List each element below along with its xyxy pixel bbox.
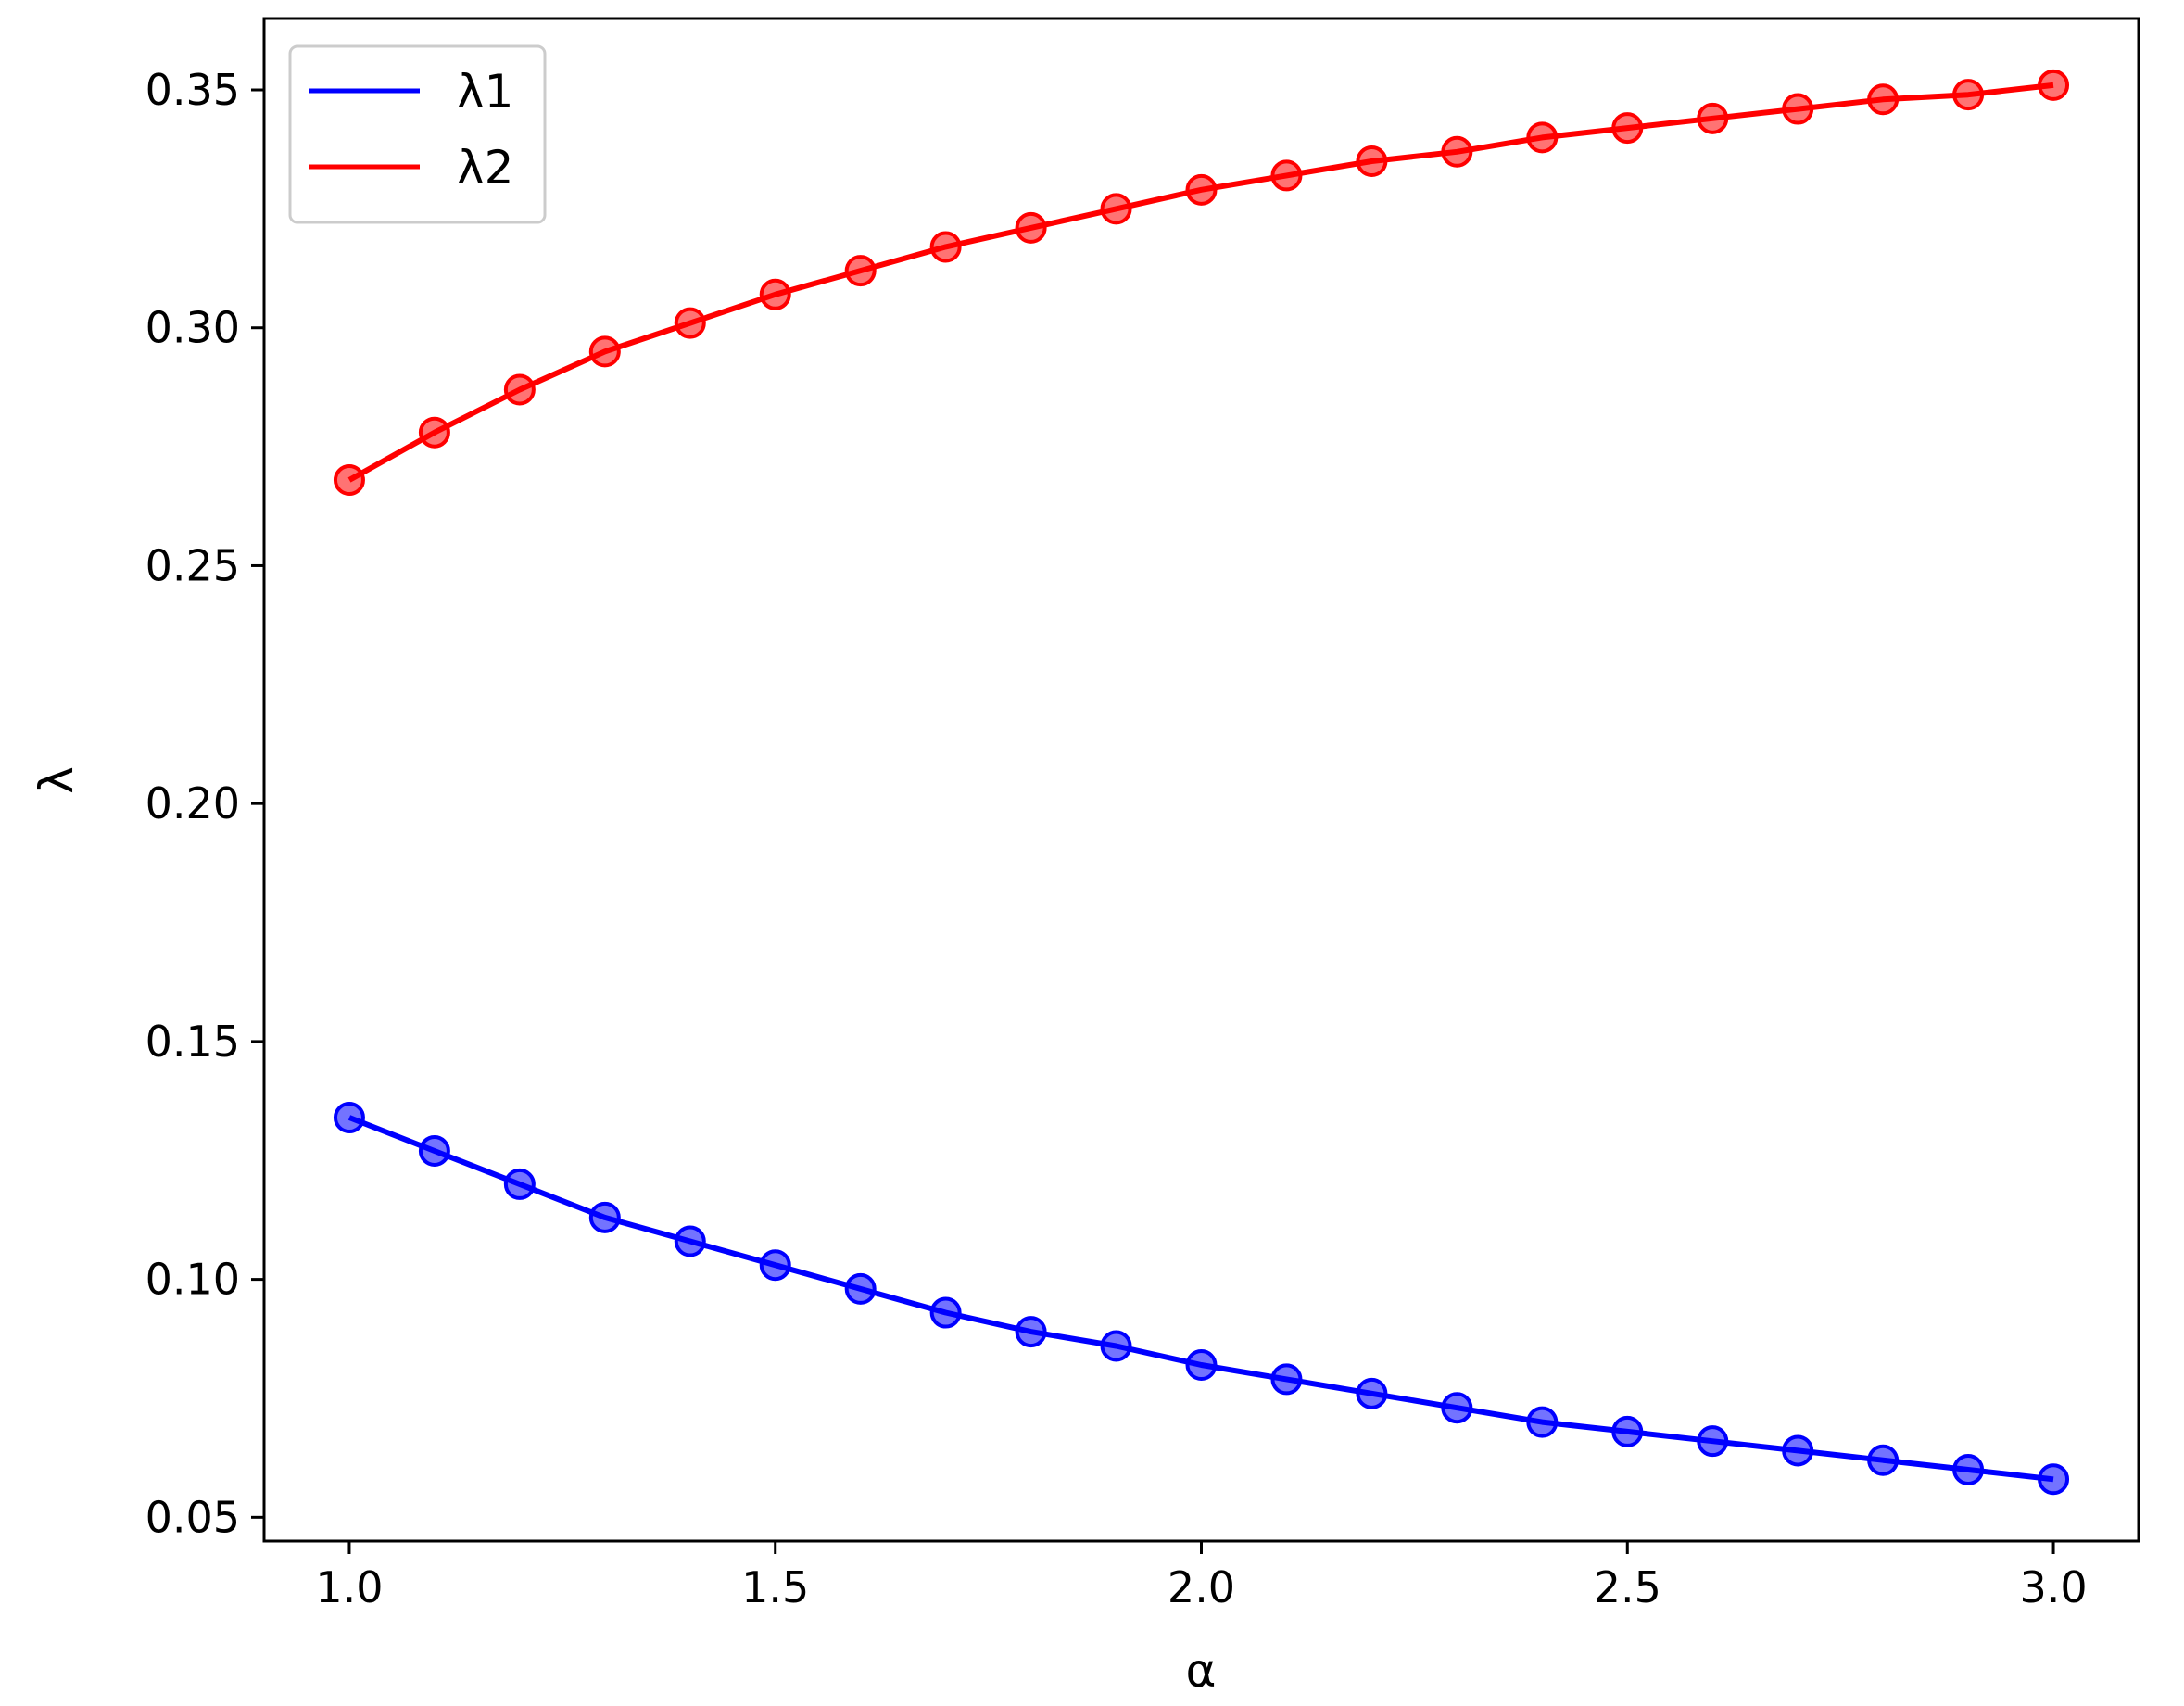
data-point bbox=[844, 255, 877, 287]
data-point bbox=[759, 278, 791, 310]
data-point bbox=[1185, 173, 1218, 206]
y-tick-label: 0.25 bbox=[145, 540, 240, 590]
data-point bbox=[503, 1168, 536, 1200]
data-point bbox=[929, 1296, 962, 1329]
y-tick-label: 0.20 bbox=[145, 778, 240, 828]
data-point bbox=[418, 416, 450, 449]
data-point bbox=[1867, 1444, 1900, 1476]
data-point bbox=[1782, 1434, 1814, 1467]
series-2 bbox=[333, 69, 2070, 497]
data-point bbox=[333, 464, 365, 497]
plot-area bbox=[262, 17, 2140, 1543]
data-point bbox=[844, 1272, 877, 1305]
x-tick-label: 1.5 bbox=[741, 1562, 809, 1612]
data-point bbox=[674, 307, 706, 339]
data-point bbox=[1270, 1363, 1303, 1396]
series-layer bbox=[333, 69, 2070, 1496]
data-point bbox=[333, 1102, 365, 1134]
data-point bbox=[1100, 193, 1132, 225]
data-point bbox=[2038, 69, 2070, 101]
data-point bbox=[1867, 83, 1900, 116]
data-point bbox=[1611, 1415, 1644, 1447]
data-point bbox=[418, 1134, 450, 1167]
data-point bbox=[1185, 1349, 1218, 1382]
data-point bbox=[588, 1201, 621, 1233]
data-point bbox=[1015, 1316, 1047, 1348]
x-tick-label: 2.0 bbox=[1168, 1562, 1235, 1612]
data-point bbox=[503, 373, 536, 406]
x-tick-label: 2.5 bbox=[1594, 1562, 1661, 1612]
y-tick-label: 0.35 bbox=[145, 65, 240, 115]
data-point bbox=[1015, 211, 1047, 244]
data-point bbox=[759, 1249, 791, 1282]
data-point bbox=[2038, 1463, 2070, 1496]
data-point bbox=[1782, 93, 1814, 125]
y-tick-label: 0.30 bbox=[145, 303, 240, 353]
legend: λ1 λ2 bbox=[288, 44, 547, 224]
y-tick-label: 0.15 bbox=[145, 1017, 240, 1067]
data-point bbox=[588, 335, 621, 368]
legend-label-lambda2: λ2 bbox=[457, 141, 513, 195]
x-tick-label: 3.0 bbox=[2019, 1562, 2087, 1612]
data-point bbox=[1441, 1392, 1473, 1424]
data-point bbox=[674, 1225, 706, 1257]
data-point bbox=[1697, 1425, 1729, 1458]
data-point bbox=[1100, 1330, 1132, 1362]
data-point bbox=[1356, 145, 1388, 178]
legend-label-lambda1: λ1 bbox=[457, 65, 513, 119]
data-point bbox=[929, 231, 962, 263]
data-point bbox=[1611, 112, 1644, 145]
data-point bbox=[1952, 79, 1985, 111]
data-point bbox=[1270, 159, 1303, 192]
series-1 bbox=[333, 1102, 2070, 1496]
y-tick-label: 0.10 bbox=[145, 1255, 240, 1305]
x-tick-label: 1.0 bbox=[315, 1562, 383, 1612]
y-axis-label: λ bbox=[30, 766, 83, 794]
data-point bbox=[1952, 1453, 1985, 1485]
data-point bbox=[1526, 121, 1559, 154]
x-axis: 1.0 1.5 2.0 2.5 3.0 bbox=[315, 1541, 2088, 1612]
y-axis: 0.05 0.10 0.15 0.20 0.25 0.30 0.35 bbox=[145, 65, 264, 1542]
x-axis-label: α bbox=[1186, 1644, 1217, 1698]
data-point bbox=[1526, 1406, 1559, 1438]
y-tick-label: 0.05 bbox=[145, 1492, 240, 1542]
data-point bbox=[1441, 135, 1473, 168]
data-point bbox=[1356, 1377, 1388, 1409]
data-point bbox=[1697, 102, 1729, 134]
